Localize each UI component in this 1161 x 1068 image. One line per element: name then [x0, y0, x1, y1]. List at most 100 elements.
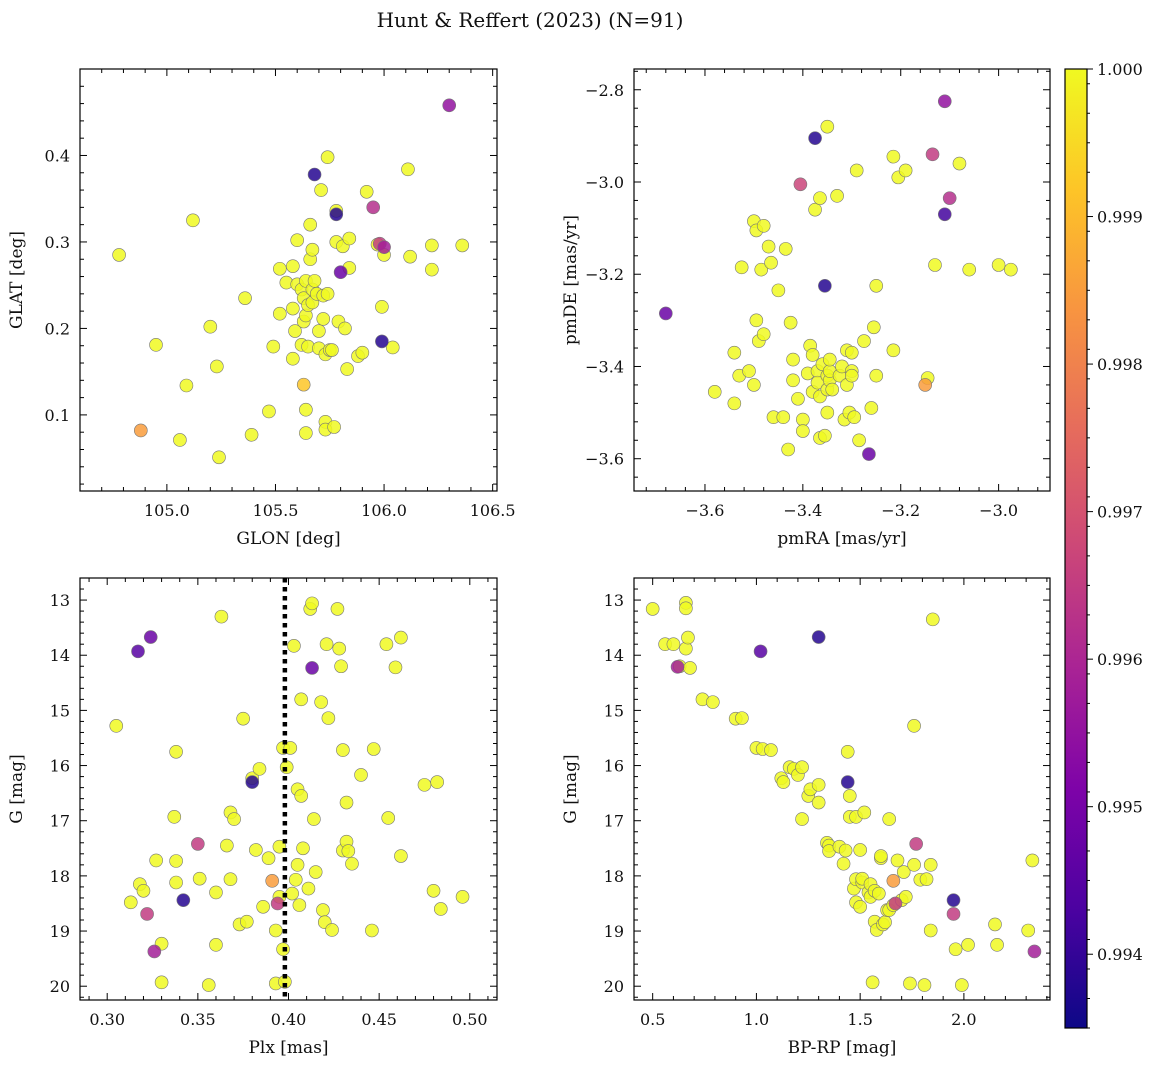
data-point	[670, 660, 685, 674]
data-point	[865, 975, 880, 990]
data-point	[753, 644, 768, 659]
data-point	[811, 630, 826, 644]
x-tick-label: 0.50	[452, 1010, 488, 1029]
data-point	[338, 321, 352, 336]
data-point	[844, 368, 859, 383]
data-point	[886, 874, 901, 888]
data-point	[942, 191, 957, 205]
data-point	[795, 760, 809, 775]
data-point	[890, 853, 905, 868]
data-point	[830, 189, 844, 203]
data-point	[679, 601, 693, 616]
data-point	[426, 883, 441, 898]
data-point	[778, 242, 793, 256]
data-point	[365, 923, 379, 938]
data-point	[820, 119, 835, 134]
data-point	[899, 890, 913, 904]
scatter-panel-pmra-pmde: −3.6 −3.4 −3.2 −3.0 −3.6 −3.4 −3.2 −3.0 −2.8 pmRA…	[561, 68, 1051, 549]
x-axis-label: BP-RP [mag]	[788, 1038, 897, 1058]
data-point	[681, 630, 695, 645]
data-point	[316, 312, 331, 326]
data-point	[294, 789, 308, 803]
data-point	[786, 373, 800, 388]
x-tick-label: 1.5	[847, 1010, 872, 1029]
data-point	[747, 378, 761, 392]
data-point	[192, 871, 207, 886]
data-point	[796, 412, 810, 427]
data-point	[286, 301, 300, 316]
y-tick-label: 14	[50, 646, 70, 665]
data-point	[292, 898, 307, 912]
data-point	[176, 893, 191, 907]
y-tick-label: 18	[50, 867, 70, 886]
data-point	[433, 902, 448, 916]
data-point	[842, 789, 857, 803]
data-point	[795, 812, 809, 826]
colorbar-tick-label: 0.995	[1097, 798, 1143, 817]
data-point	[375, 334, 389, 349]
x-axis-label: pmRA [mas/yr]	[777, 529, 906, 549]
colorbar-tick-label: 1.000	[1097, 60, 1143, 79]
data-point	[329, 207, 344, 222]
data-point	[425, 262, 439, 277]
data-point	[265, 874, 279, 888]
data-point	[312, 324, 326, 338]
data-point	[341, 844, 356, 858]
data-point	[403, 249, 417, 264]
figure-title: Hunt & Reffert (2023) (N=91)	[377, 8, 684, 32]
data-point	[836, 856, 851, 871]
data-point	[245, 775, 260, 789]
data-point	[734, 260, 749, 275]
data-point	[314, 695, 328, 709]
data-point	[857, 334, 871, 348]
data-point	[764, 743, 778, 757]
data-point	[287, 639, 301, 653]
data-point	[394, 849, 408, 863]
data-point	[288, 324, 302, 338]
y-tick-label: 17	[50, 812, 70, 831]
data-point	[169, 744, 183, 759]
data-point	[808, 131, 822, 145]
x-tick-label: 1.0	[744, 1010, 769, 1029]
data-point	[355, 345, 370, 360]
data-point	[1025, 853, 1040, 868]
data-point	[918, 378, 933, 392]
data-point	[238, 291, 252, 305]
data-point	[907, 719, 921, 733]
data-point	[296, 377, 311, 392]
data-point	[874, 849, 888, 863]
data-point	[305, 661, 319, 675]
data-point	[925, 147, 940, 162]
data-point	[109, 719, 124, 733]
data-point	[742, 364, 756, 378]
data-point	[442, 98, 457, 113]
data-point	[923, 923, 938, 938]
data-point	[191, 837, 205, 851]
data-point	[811, 778, 826, 792]
data-point	[136, 883, 151, 898]
data-point	[706, 695, 720, 709]
data-point	[285, 886, 299, 901]
data-point	[683, 661, 697, 675]
data-point	[169, 854, 183, 868]
y-tick-label: 16	[50, 757, 70, 776]
data-point	[888, 896, 903, 911]
data-point	[388, 660, 403, 675]
data-point	[917, 978, 932, 992]
data-point	[909, 837, 923, 851]
data-point	[952, 156, 967, 171]
data-point	[783, 315, 798, 330]
y-tick-label: 15	[50, 701, 70, 720]
data-point	[820, 405, 835, 420]
x-tick-label: 0.30	[89, 1010, 125, 1029]
data-point	[266, 339, 281, 354]
y-tick-label: −3.6	[585, 450, 624, 469]
data-point	[186, 213, 200, 228]
data-point	[140, 907, 154, 921]
data-point	[273, 261, 287, 276]
data-point	[286, 351, 300, 366]
data-point	[991, 258, 1006, 272]
data-point	[776, 775, 791, 789]
data-point	[727, 396, 742, 411]
data-point	[301, 881, 316, 896]
